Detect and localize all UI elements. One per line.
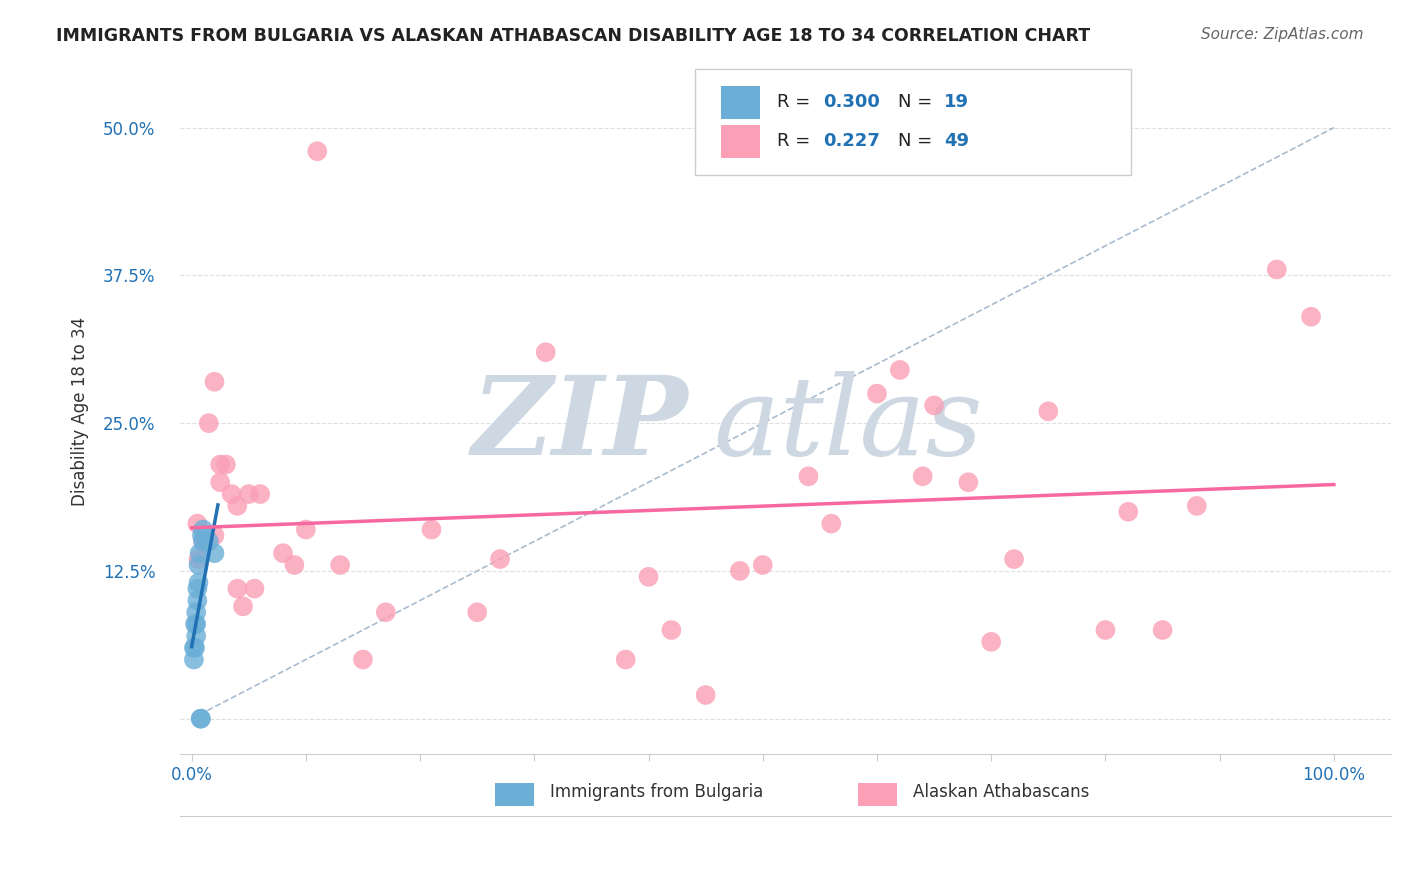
Point	[797, 469, 820, 483]
Point	[184, 640, 207, 655]
Point	[226, 582, 249, 596]
Point	[307, 145, 329, 159]
Point	[238, 487, 260, 501]
Point	[957, 475, 980, 490]
Point	[186, 516, 208, 531]
Text: N =: N =	[898, 93, 938, 112]
Point	[186, 593, 208, 607]
Point	[249, 487, 271, 501]
Point	[209, 458, 232, 472]
Text: Source: ZipAtlas.com: Source: ZipAtlas.com	[1201, 27, 1364, 42]
Point	[1116, 505, 1139, 519]
Point	[728, 564, 751, 578]
Point	[374, 605, 396, 619]
Point	[184, 617, 207, 632]
Point	[226, 499, 249, 513]
Text: N =: N =	[898, 132, 938, 150]
Point	[922, 398, 945, 412]
Point	[352, 652, 374, 666]
Point	[190, 712, 212, 726]
Point	[980, 635, 1002, 649]
Point	[186, 582, 208, 596]
Point	[283, 558, 305, 572]
Point	[1038, 404, 1060, 418]
Text: 0.300: 0.300	[823, 93, 880, 112]
Point	[183, 640, 205, 655]
Text: 0.227: 0.227	[823, 132, 880, 150]
Text: 49: 49	[945, 132, 969, 150]
Y-axis label: Disability Age 18 to 34: Disability Age 18 to 34	[72, 317, 89, 506]
Point	[183, 652, 205, 666]
Text: Alaskan Athabascans: Alaskan Athabascans	[912, 783, 1090, 801]
Point	[186, 605, 208, 619]
Point	[221, 487, 243, 501]
Text: IMMIGRANTS FROM BULGARIA VS ALASKAN ATHABASCAN DISABILITY AGE 18 TO 34 CORRELATI: IMMIGRANTS FROM BULGARIA VS ALASKAN ATHA…	[56, 27, 1091, 45]
Point	[534, 345, 557, 359]
Point	[191, 528, 214, 542]
Point	[187, 575, 209, 590]
Point	[1299, 310, 1322, 324]
Text: 19: 19	[945, 93, 969, 112]
Text: R =: R =	[778, 93, 815, 112]
FancyBboxPatch shape	[721, 125, 761, 158]
Point	[204, 528, 226, 542]
Point	[204, 375, 226, 389]
Point	[191, 534, 214, 549]
Point	[614, 652, 637, 666]
Point	[820, 516, 842, 531]
Text: Immigrants from Bulgaria: Immigrants from Bulgaria	[550, 783, 762, 801]
Point	[1152, 623, 1174, 637]
Point	[695, 688, 717, 702]
Point	[209, 475, 232, 490]
Text: R =: R =	[778, 132, 815, 150]
Point	[752, 558, 775, 572]
Point	[187, 558, 209, 572]
Point	[889, 363, 911, 377]
Point	[271, 546, 294, 560]
Point	[204, 546, 226, 560]
Point	[1265, 262, 1288, 277]
Point	[197, 416, 219, 430]
Point	[191, 534, 214, 549]
Point	[1002, 552, 1025, 566]
FancyBboxPatch shape	[858, 782, 897, 805]
Point	[1094, 623, 1116, 637]
Point	[215, 458, 238, 472]
Point	[329, 558, 352, 572]
Point	[197, 534, 219, 549]
Point	[420, 523, 443, 537]
Point	[465, 605, 488, 619]
Point	[1185, 499, 1208, 513]
Point	[188, 546, 211, 560]
FancyBboxPatch shape	[495, 782, 534, 805]
FancyBboxPatch shape	[695, 69, 1130, 175]
Point	[186, 629, 208, 643]
FancyBboxPatch shape	[721, 86, 761, 119]
Point	[243, 582, 266, 596]
Point	[191, 523, 214, 537]
Text: atlas: atlas	[713, 371, 983, 479]
Point	[489, 552, 512, 566]
Point	[186, 617, 208, 632]
Point	[637, 570, 659, 584]
Point	[661, 623, 683, 637]
Point	[911, 469, 934, 483]
Point	[190, 712, 212, 726]
Point	[866, 386, 889, 401]
Point	[295, 523, 318, 537]
Text: ZIP: ZIP	[472, 371, 689, 479]
Point	[232, 599, 254, 614]
Point	[187, 552, 209, 566]
